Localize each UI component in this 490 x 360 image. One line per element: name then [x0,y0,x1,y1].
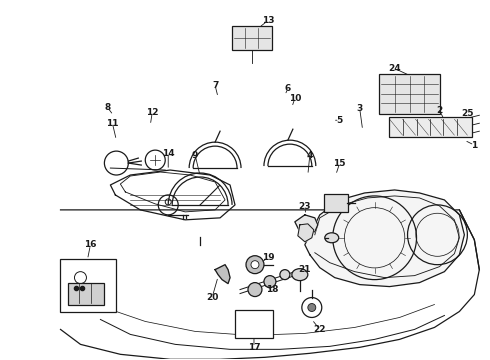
Text: 7: 7 [212,81,218,90]
FancyBboxPatch shape [68,283,104,305]
Text: 23: 23 [298,202,311,211]
Text: 3: 3 [357,104,363,113]
Circle shape [246,256,264,274]
Circle shape [251,261,259,269]
FancyBboxPatch shape [59,259,116,312]
Text: 5: 5 [337,116,343,125]
Polygon shape [305,190,465,287]
Circle shape [248,283,262,297]
FancyBboxPatch shape [324,194,348,212]
Circle shape [308,303,316,311]
Text: 19: 19 [262,253,274,262]
Text: 22: 22 [314,325,326,334]
Text: 15: 15 [334,158,346,167]
Circle shape [280,270,290,280]
Text: 8: 8 [104,103,111,112]
Polygon shape [298,224,314,242]
FancyBboxPatch shape [389,117,472,137]
Text: 16: 16 [84,240,97,249]
Text: 13: 13 [262,16,274,25]
Text: 6: 6 [285,84,291,93]
Text: 18: 18 [266,285,278,294]
Text: 20: 20 [206,293,218,302]
Ellipse shape [292,269,308,280]
Text: 4: 4 [307,150,313,159]
FancyBboxPatch shape [379,75,441,114]
Text: 10: 10 [289,94,301,103]
Text: 21: 21 [298,265,311,274]
Text: 14: 14 [162,149,174,158]
Circle shape [264,276,276,288]
Text: 1: 1 [471,141,477,150]
Text: 9: 9 [192,150,198,159]
Ellipse shape [325,233,339,243]
Text: 2: 2 [436,106,442,115]
FancyBboxPatch shape [232,26,272,50]
Text: 11: 11 [106,119,119,128]
Text: 12: 12 [146,108,158,117]
Text: 24: 24 [388,64,401,73]
Text: 17: 17 [247,343,260,352]
Polygon shape [295,215,318,232]
FancyBboxPatch shape [235,310,273,338]
Text: 25: 25 [461,109,474,118]
Polygon shape [215,265,230,284]
